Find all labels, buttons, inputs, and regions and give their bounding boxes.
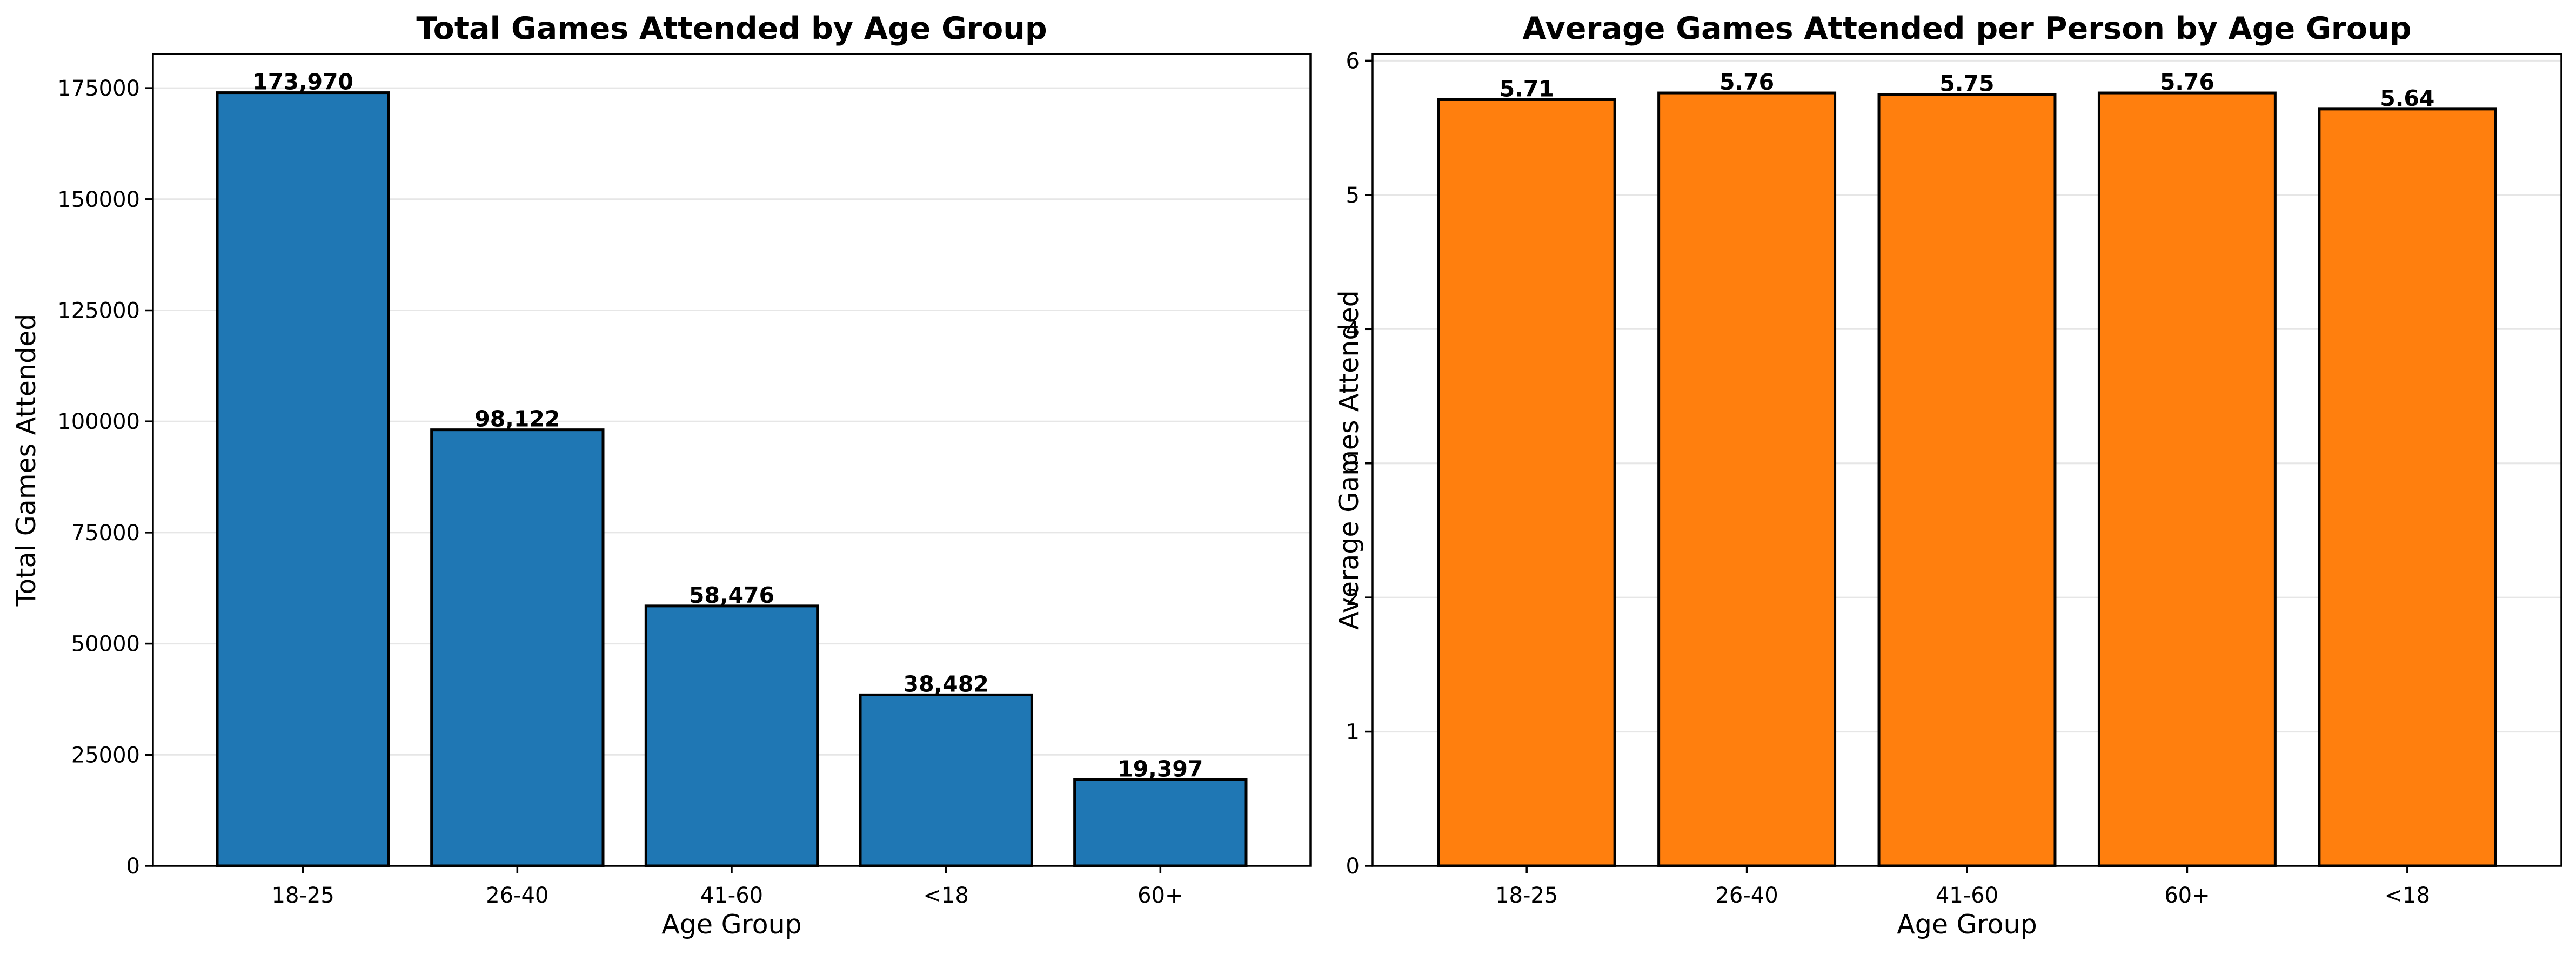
bar-<18 xyxy=(2318,107,2497,867)
data-label: 98,122 xyxy=(474,406,560,432)
y-tick-label: 2 xyxy=(1346,586,1360,610)
y-axis-label: Average Games Attended xyxy=(1334,290,1364,629)
bar-60+ xyxy=(1073,778,1248,867)
x-tick-label: 18-25 xyxy=(1495,883,1558,908)
chart-title: Average Games Attended per Person by Age… xyxy=(1523,11,2412,46)
data-label: 5.71 xyxy=(1500,76,1554,102)
bar-<18 xyxy=(859,693,1033,867)
x-tick-label: <18 xyxy=(923,883,968,908)
bar-41-60 xyxy=(644,604,819,867)
y-tick-label: 5 xyxy=(1346,183,1360,208)
x-axis-label: Age Group xyxy=(1897,909,2037,940)
bar-26-40 xyxy=(1657,91,1837,867)
bar-41-60 xyxy=(1877,93,2057,867)
y-tick-label: 100000 xyxy=(57,409,140,434)
y-tick-label: 125000 xyxy=(57,299,140,324)
data-label: 5.64 xyxy=(2380,85,2434,111)
x-tick-label: 41-60 xyxy=(700,883,763,908)
y-tick-label: 150000 xyxy=(57,187,140,212)
bar-60+ xyxy=(2097,91,2277,867)
y-tick-label: 4 xyxy=(1346,317,1360,342)
y-tick-label: 175000 xyxy=(57,76,140,101)
x-tick-label: 41-60 xyxy=(1936,883,1998,908)
data-label: 5.76 xyxy=(2160,69,2214,95)
data-label: 58,476 xyxy=(689,582,774,608)
y-tick-label: 3 xyxy=(1346,452,1360,476)
data-label: 19,397 xyxy=(1118,756,1203,782)
bar-series xyxy=(1437,91,2497,867)
data-label: 5.76 xyxy=(1719,69,1774,95)
y-tick-label: 50000 xyxy=(71,632,140,657)
y-tick-label: 0 xyxy=(126,854,140,879)
x-axis-ticks: 18-25 26-40 41-60 60+ <18 xyxy=(1495,866,2430,908)
x-tick-label: <18 xyxy=(2385,883,2430,908)
y-tick-label: 6 xyxy=(1346,49,1360,73)
chart-title: Total Games Attended by Age Group xyxy=(416,11,1047,46)
bar-18-25 xyxy=(216,91,390,867)
y-tick-label: 75000 xyxy=(71,521,140,546)
bar-18-25 xyxy=(1437,98,1616,867)
x-tick-label: 60+ xyxy=(1138,883,1183,908)
x-axis-ticks: 18-25 26-40 41-60 <18 60+ xyxy=(272,866,1183,908)
y-tick-label: 1 xyxy=(1346,720,1360,745)
x-tick-label: 18-25 xyxy=(272,883,334,908)
y-axis-ticks: 0 1 2 3 4 5 6 xyxy=(1346,49,1373,879)
y-tick-label: 25000 xyxy=(71,743,140,768)
data-label: 5.75 xyxy=(1939,71,1994,97)
data-labels: 5.71 5.76 5.75 5.76 5.64 xyxy=(1500,69,2435,111)
data-label: 173,970 xyxy=(252,69,353,95)
x-tick-label: 60+ xyxy=(2164,883,2210,908)
x-tick-label: 26-40 xyxy=(486,883,548,908)
x-tick-label: 26-40 xyxy=(1715,883,1778,908)
bar-series xyxy=(216,91,1248,867)
data-label: 38,482 xyxy=(904,671,989,697)
data-labels: 173,970 98,122 58,476 38,482 19,397 xyxy=(252,69,1203,782)
y-tick-label: 0 xyxy=(1346,854,1360,879)
chart-total-games: 0 25000 50000 75000 100000 125000 150000 175000… xyxy=(11,11,1312,940)
y-axis-ticks: 0 25000 50000 75000 100000 125000 150000 175000 xyxy=(57,76,153,879)
y-axis-label: Total Games Attended xyxy=(11,314,42,607)
bar-26-40 xyxy=(430,428,605,867)
x-axis-label: Age Group xyxy=(661,909,802,940)
